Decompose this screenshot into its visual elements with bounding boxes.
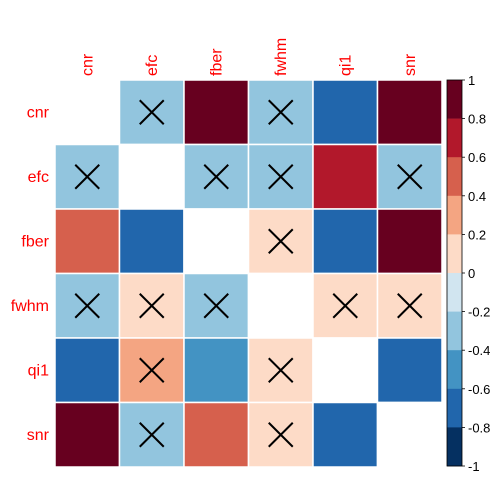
row-labels: cnr efc fber fwhm qi1 snr (11, 104, 50, 444)
row-label-cnr: cnr (27, 104, 50, 121)
colorbar-tick-label: -0.4 (468, 343, 490, 358)
heatmap-cell-fber-cnr (54, 208, 121, 275)
colorbar-segment (447, 234, 462, 274)
heatmap-cells (54, 79, 443, 468)
heatmap-cell-snr-fber (183, 401, 250, 468)
colorbar-segment (447, 80, 462, 119)
nonsignificant-cross-efc-snr (397, 164, 423, 190)
colorbar-segment (447, 388, 462, 428)
column-label-qi1: qi1 (337, 55, 354, 76)
colorbar-tick-label: 1 (468, 73, 475, 88)
nonsignificant-cross-fwhm-cnr (74, 293, 100, 319)
heatmap-cell-efc-qi1 (312, 143, 379, 210)
heatmap-cell-fwhm-fwhm (247, 272, 314, 339)
row-label-efc: efc (28, 169, 49, 186)
heatmap-cell-fber-snr (376, 208, 443, 275)
nonsignificant-cross-cnr-efc (139, 99, 165, 125)
color-legend: 1 0.8 0.6 0.4 0.2 0 -0.2 -0.4 -0.6 -0.8 -1 (446, 73, 490, 474)
nonsignificant-cross-cnr-fwhm (268, 99, 294, 125)
nonsignificant-cross-efc-cnr (74, 164, 100, 190)
heatmap-cell-qi1-snr (376, 337, 443, 404)
heatmap-cell-fber-efc (118, 208, 185, 275)
heatmap-cell-snr-qi1 (312, 401, 379, 468)
heatmap-cell-fwhm-cnr (54, 272, 121, 339)
heatmap-cell-cnr-fber (183, 79, 250, 146)
row-label-qi1: qi1 (28, 362, 49, 379)
column-label-fber: fber (208, 48, 225, 76)
colorbar-tick-label: 0.2 (468, 227, 486, 242)
column-label-cnr: cnr (79, 53, 96, 76)
row-label-snr: snr (27, 427, 50, 444)
heatmap-cell-snr-snr (376, 401, 443, 468)
colorbar-tick-label: 0 (468, 266, 475, 281)
nonsignificant-cross-snr-fwhm (268, 422, 294, 448)
colorbar-tick-label: -1 (468, 459, 480, 474)
column-labels: cnr efc fber fwhm qi1 snr (79, 38, 419, 76)
colorbar-segment (447, 157, 462, 197)
nonsignificant-cross-fwhm-snr (397, 293, 423, 319)
heatmap-cell-efc-efc (118, 143, 185, 210)
heatmap-cell-cnr-snr (376, 79, 443, 146)
heatmap-cell-qi1-fwhm (247, 337, 314, 404)
row-label-fber: fber (21, 233, 49, 250)
colorbar-segment (447, 273, 462, 312)
heatmap-cell-cnr-qi1 (312, 79, 379, 146)
heatmap-cell-cnr-cnr (54, 79, 121, 146)
heatmap-cell-fber-qi1 (312, 208, 379, 275)
nonsignificant-cross-fwhm-qi1 (332, 293, 358, 319)
colorbar-tick-label: 0.6 (468, 150, 486, 165)
nonsignificant-cross-fber-fwhm (268, 228, 294, 254)
colorbar-segment (447, 311, 462, 351)
significance-marks (74, 99, 423, 448)
colorbar-tick-label: -0.2 (468, 305, 490, 320)
heatmap-cell-fber-fber (183, 208, 250, 275)
heatmap-cell-qi1-qi1 (312, 337, 379, 404)
heatmap-cell-qi1-fber (183, 337, 250, 404)
colorbar-segment (447, 118, 462, 158)
nonsignificant-cross-qi1-efc (139, 357, 165, 383)
colorbar-tick-label: -0.6 (468, 382, 490, 397)
colorbar-tick-label: 0.8 (468, 112, 486, 127)
nonsignificant-cross-fwhm-fber (203, 293, 229, 319)
colorbar-tick-label: -0.8 (468, 420, 490, 435)
heatmap-cell-qi1-cnr (54, 337, 121, 404)
column-label-snr: snr (402, 53, 419, 76)
colorbar-segment (447, 427, 462, 467)
nonsignificant-cross-fwhm-efc (139, 293, 165, 319)
nonsignificant-cross-efc-fwhm (268, 164, 294, 190)
nonsignificant-cross-qi1-fwhm (268, 357, 294, 383)
colorbar-segment (447, 350, 462, 390)
heatmap-cell-snr-cnr (54, 401, 121, 468)
nonsignificant-cross-snr-efc (139, 422, 165, 448)
row-label-fwhm: fwhm (11, 298, 49, 315)
nonsignificant-cross-efc-fber (203, 164, 229, 190)
column-label-efc: efc (144, 55, 161, 76)
colorbar-segment (447, 195, 462, 235)
column-label-fwhm: fwhm (273, 38, 290, 76)
colorbar-tick-label: 0.4 (468, 189, 486, 204)
